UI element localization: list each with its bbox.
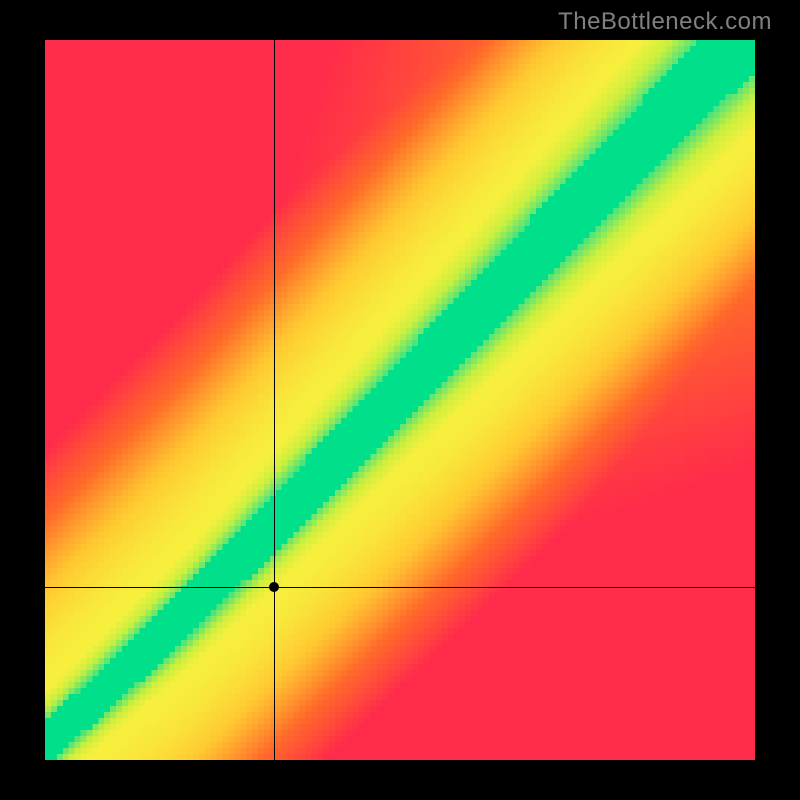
marker-dot <box>269 582 279 592</box>
crosshair-vertical <box>274 40 275 760</box>
crosshair-horizontal <box>45 587 755 588</box>
heatmap-cells <box>45 40 755 760</box>
heatmap-svg <box>45 40 755 760</box>
chart-plot-area <box>45 40 755 760</box>
watermark-text: TheBottleneck.com <box>558 8 772 36</box>
